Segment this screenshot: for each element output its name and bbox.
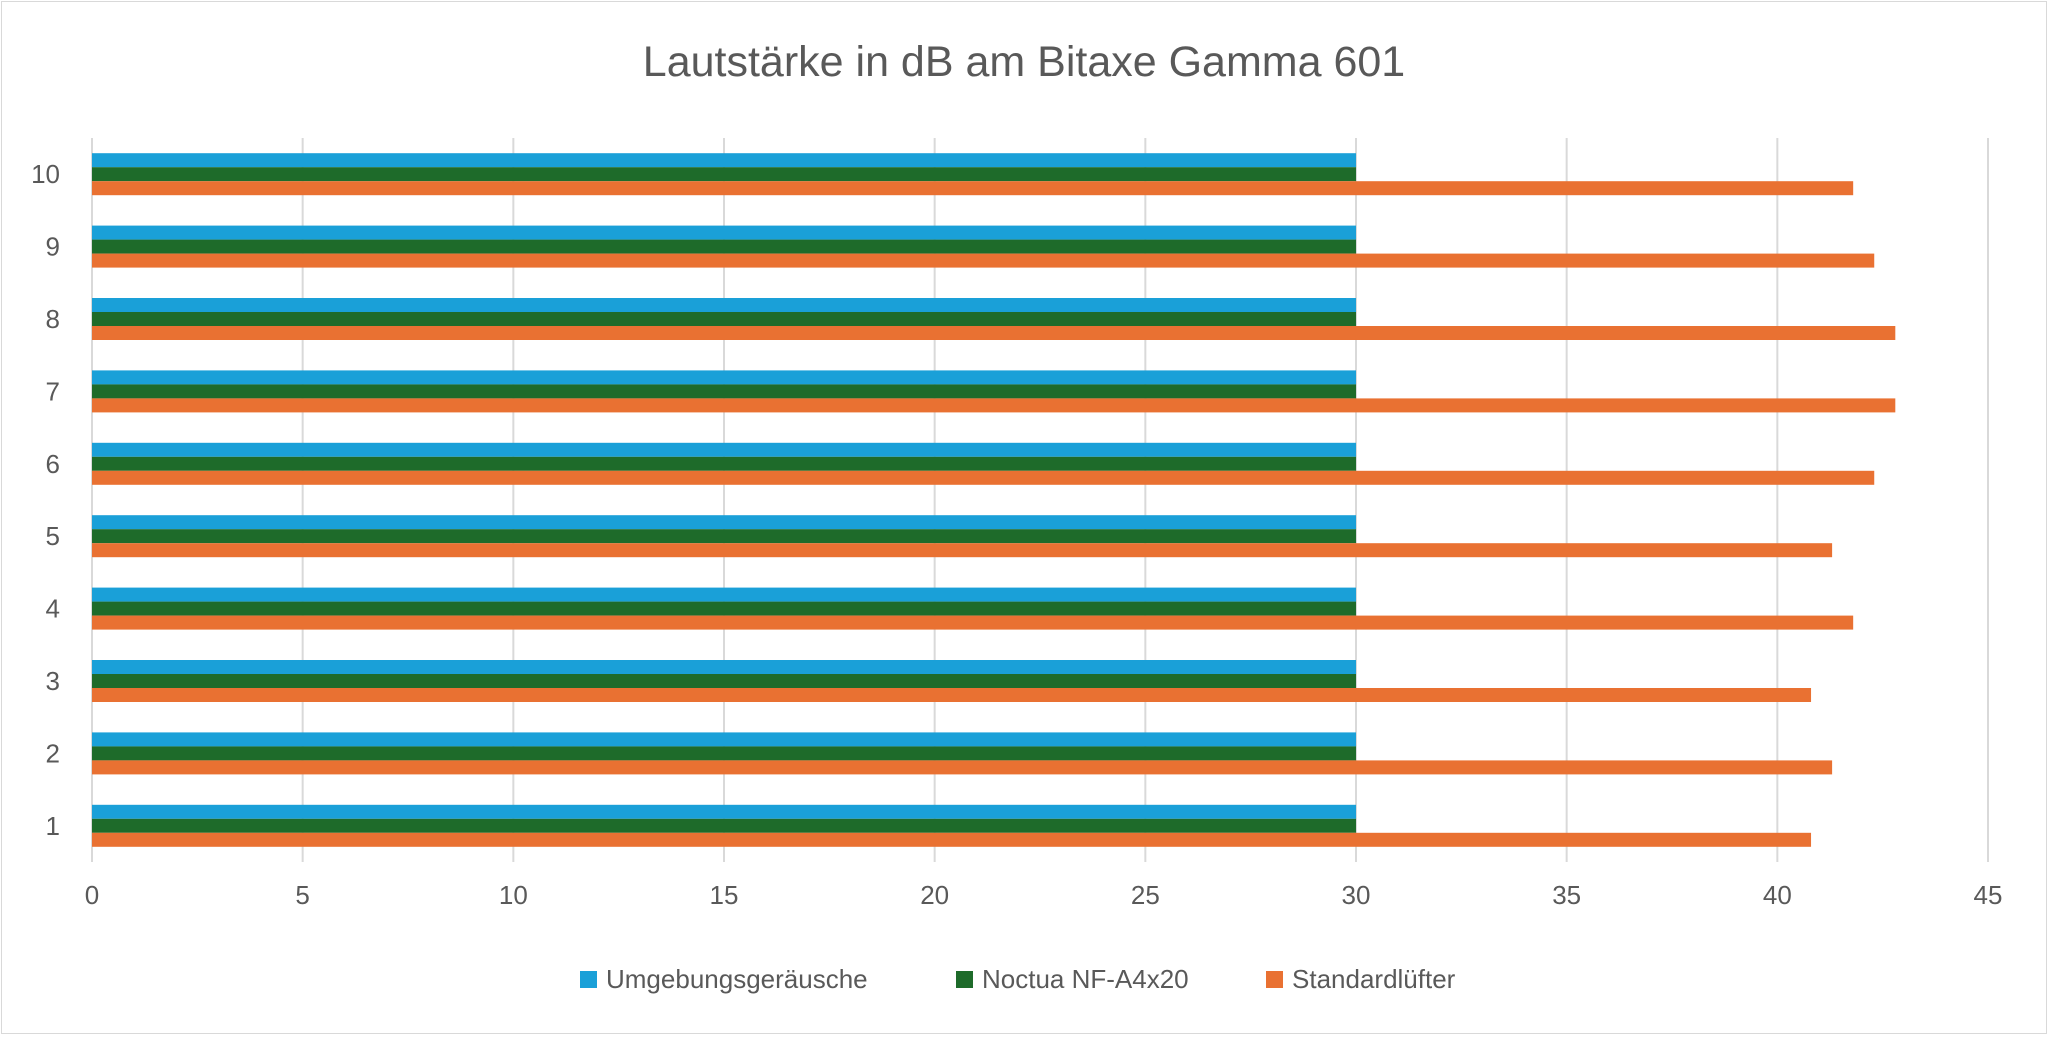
x-tick-label: 45	[1974, 880, 2003, 910]
y-tick-label: 6	[46, 449, 60, 479]
y-tick-label: 9	[46, 232, 60, 262]
x-tick-label: 0	[85, 880, 99, 910]
y-tick-label: 3	[46, 666, 60, 696]
legend-label: Noctua NF-A4x20	[982, 964, 1189, 994]
x-tick-label: 35	[1552, 880, 1581, 910]
bar-umgebungsger-usche-7	[92, 370, 1356, 385]
y-tick-label: 1	[46, 811, 60, 841]
y-tick-label: 8	[46, 304, 60, 334]
legend-label: Standardlüfter	[1292, 964, 1456, 994]
x-tick-label: 5	[295, 880, 309, 910]
x-tick-label: 15	[710, 880, 739, 910]
bar-standardl-fter-6	[92, 470, 1875, 485]
chart-title: Lautstärke in dB am Bitaxe Gamma 601	[643, 38, 1405, 86]
bar-standardl-fter-7	[92, 398, 1896, 413]
bar-noctua-nf-a4x20-2	[92, 746, 1356, 761]
bar-noctua-nf-a4x20-10	[92, 167, 1356, 182]
bar-noctua-nf-a4x20-7	[92, 384, 1356, 399]
bar-umgebungsger-usche-2	[92, 732, 1356, 747]
legend-swatch	[1266, 971, 1283, 988]
bar-standardl-fter-2	[92, 760, 1833, 775]
bar-umgebungsger-usche-1	[92, 804, 1356, 819]
legend-label: Umgebungsgeräusche	[606, 964, 868, 994]
bar-standardl-fter-8	[92, 326, 1896, 340]
bar-standardl-fter-5	[92, 543, 1833, 558]
y-tick-label: 2	[46, 738, 60, 768]
bar-standardl-fter-1	[92, 832, 1812, 847]
bar-standardl-fter-3	[92, 688, 1812, 702]
x-tick-label: 20	[920, 880, 949, 910]
legend-swatch	[580, 971, 597, 988]
bar-noctua-nf-a4x20-5	[92, 529, 1356, 544]
bar-noctua-nf-a4x20-6	[92, 456, 1356, 471]
legend-swatch	[956, 971, 973, 988]
bar-standardl-fter-4	[92, 615, 1854, 630]
bar-umgebungsger-usche-9	[92, 225, 1356, 240]
y-tick-label: 5	[46, 521, 60, 551]
y-tick-label: 10	[31, 159, 60, 189]
bar-noctua-nf-a4x20-8	[92, 312, 1356, 326]
bar-umgebungsger-usche-4	[92, 587, 1356, 602]
bar-umgebungsger-usche-5	[92, 515, 1356, 530]
y-tick-label: 7	[46, 376, 60, 406]
bar-noctua-nf-a4x20-9	[92, 239, 1356, 254]
bar-noctua-nf-a4x20-4	[92, 601, 1356, 616]
bar-umgebungsger-usche-3	[92, 660, 1356, 674]
x-tick-label: 30	[1342, 880, 1371, 910]
legend-item: Standardlüfter	[1266, 964, 1456, 994]
bar-noctua-nf-a4x20-3	[92, 674, 1356, 688]
bar-standardl-fter-10	[92, 181, 1854, 196]
bar-noctua-nf-a4x20-1	[92, 818, 1356, 833]
bar-umgebungsger-usche-8	[92, 298, 1356, 312]
bar-umgebungsger-usche-6	[92, 442, 1356, 457]
y-tick-label: 4	[46, 594, 60, 624]
legend-item: Noctua NF-A4x20	[956, 964, 1189, 994]
bar-umgebungsger-usche-10	[92, 153, 1356, 168]
x-tick-label: 40	[1763, 880, 1792, 910]
legend-item: Umgebungsgeräusche	[580, 964, 868, 994]
bar-standardl-fter-9	[92, 253, 1875, 268]
x-tick-label: 10	[499, 880, 528, 910]
x-tick-label: 25	[1131, 880, 1160, 910]
